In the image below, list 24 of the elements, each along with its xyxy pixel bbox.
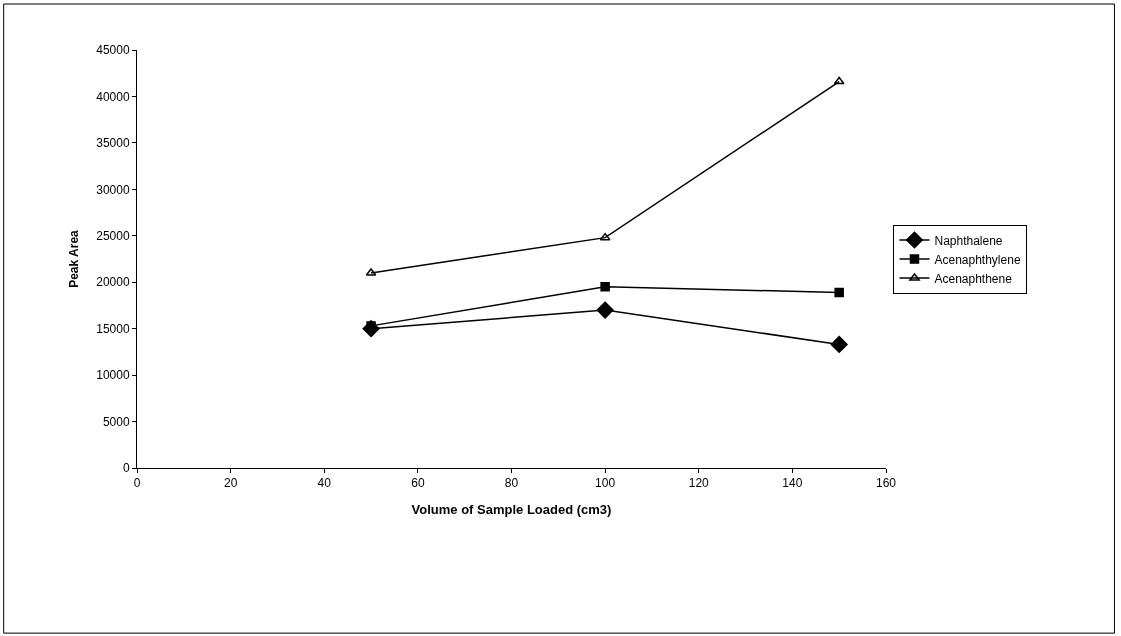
x-tick-label: 160 (875, 476, 897, 491)
y-tick-label: 45000 (96, 43, 130, 58)
y-tick-label: 40000 (96, 89, 130, 104)
y-tick-label: 20000 (96, 275, 130, 290)
x-tick-label: 100 (595, 476, 616, 491)
x-axis-title: Volume of Sample Loaded (cm3) (411, 502, 612, 517)
y-tick-label: 0 (122, 461, 130, 476)
legend-label: Naphthalene (934, 233, 1003, 248)
y-tick-label: 35000 (96, 136, 130, 151)
x-tick-label: 40 (317, 476, 332, 491)
x-tick-label: 60 (411, 476, 425, 491)
x-tick-label: 120 (688, 476, 710, 491)
y-tick-label: 5000 (102, 414, 130, 429)
x-tick-label: 140 (782, 476, 803, 491)
y-tick-label: 15000 (96, 321, 130, 336)
legend-label: Acenaphthene (934, 271, 1013, 286)
x-tick-label: 20 (223, 476, 238, 491)
x-tick-label: 80 (504, 476, 519, 491)
y-tick-label: 25000 (96, 228, 130, 243)
legend-label: Acenaphthylene (934, 252, 1021, 267)
y-tick-label: 10000 (96, 368, 130, 383)
y-axis-title: Peak Area (66, 229, 81, 288)
x-tick-label: 0 (133, 476, 141, 491)
y-tick-label: 30000 (96, 182, 130, 197)
